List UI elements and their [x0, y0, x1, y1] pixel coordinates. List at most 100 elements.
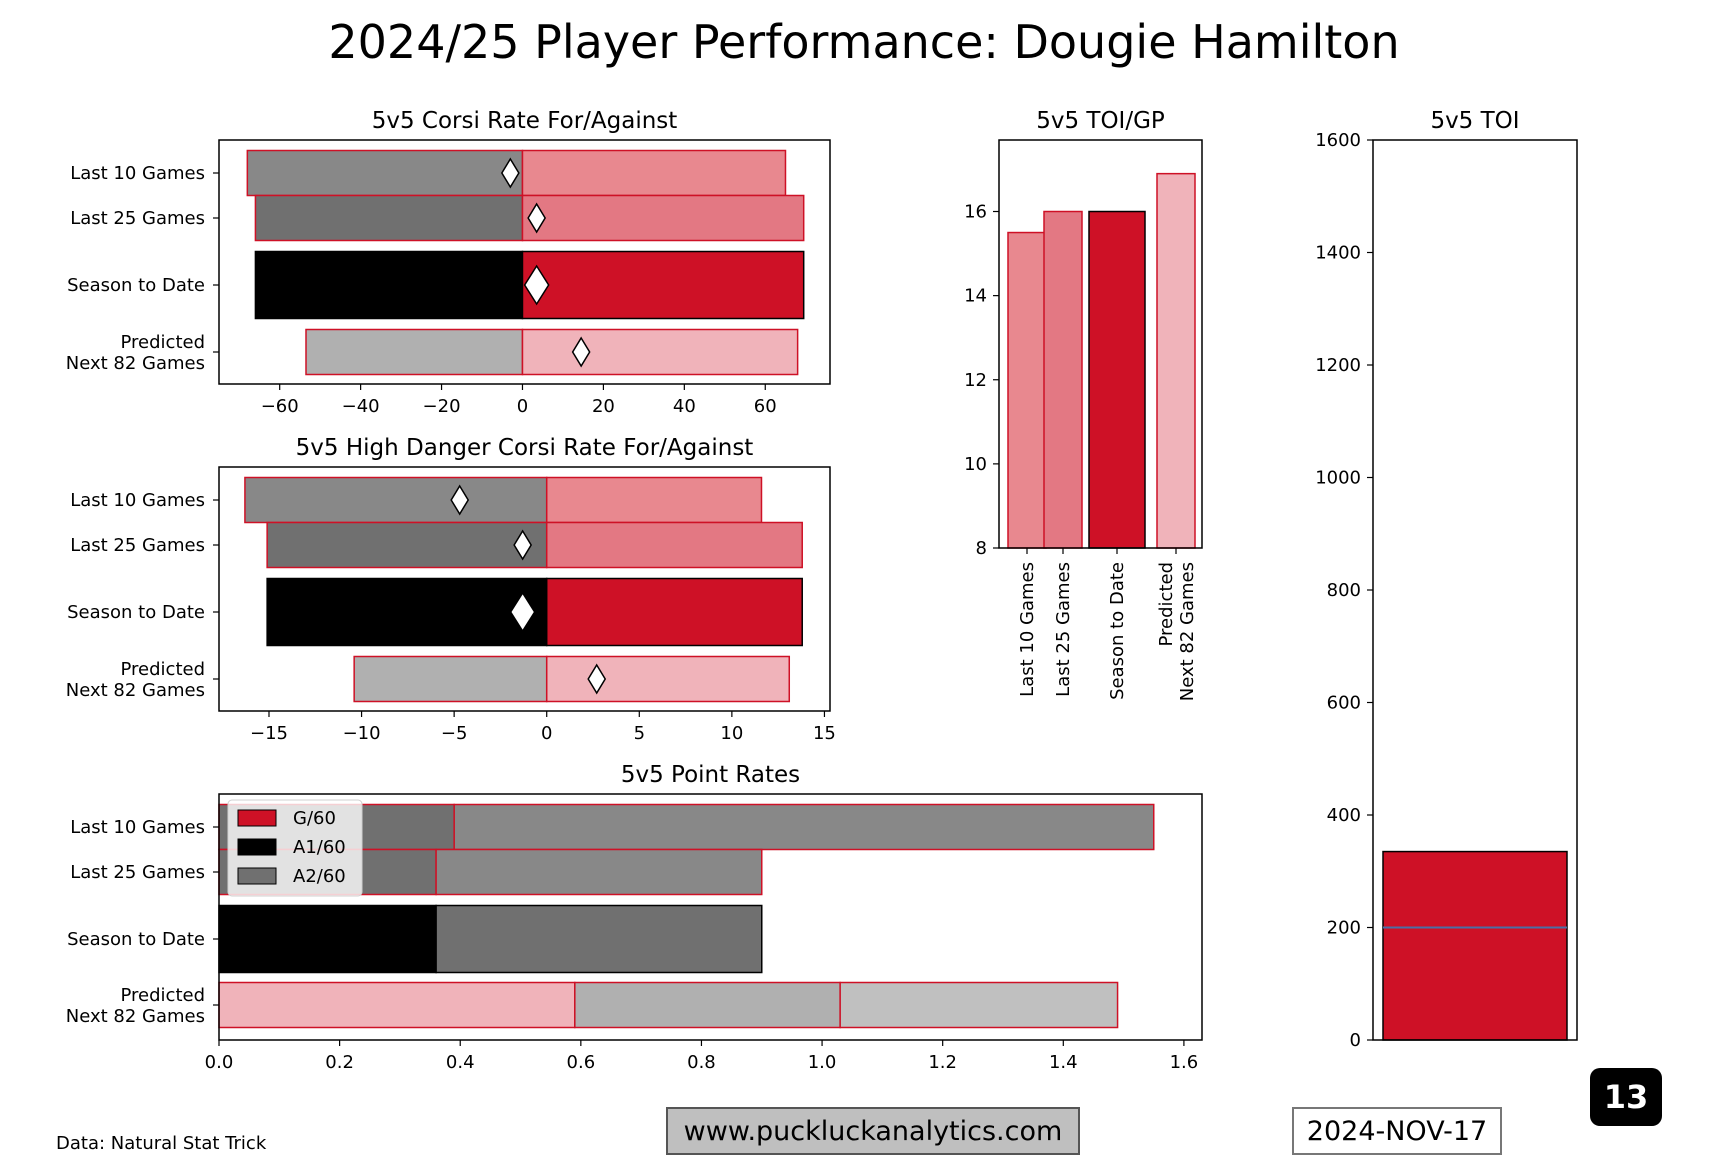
xtick-label-0: 0.0: [205, 1052, 234, 1073]
category-label-0: Last 10 Games: [1017, 562, 1038, 697]
legend: G/60 A1/60 A2/60: [227, 799, 363, 897]
bar-seg-2-2: [435, 904, 763, 974]
date-label: 2024-NOV-17: [1292, 1107, 1502, 1155]
xtick-label-5: 40: [673, 396, 696, 417]
axes-frame-corsi: [218, 139, 831, 385]
bar-toi: [1382, 850, 1568, 1041]
bar-against-0: [246, 149, 524, 197]
category-label-0: Last 10 Games: [70, 490, 205, 511]
legend-label-0: G/60: [293, 808, 336, 829]
chart-toigp: 5v5 TOI/GP Last 10 Games Last 25 Games Seas…: [964, 108, 1203, 701]
net-marker-3: [571, 336, 591, 368]
category-label-3: Predicted: [121, 332, 206, 353]
ytick-label-2: 12: [964, 370, 987, 391]
legend-swatch-2: [237, 867, 277, 885]
bar-toigp-3: [1156, 172, 1196, 549]
bar-against-1: [266, 521, 548, 569]
category-label-1: Last 25 Games: [70, 535, 205, 556]
category-label-3-line2: Next 82 Games: [66, 353, 205, 374]
figure-title: 2024/25 Player Performance: Dougie Hamil…: [328, 15, 1399, 69]
chart-title-points: 5v5 Point Rates: [621, 762, 800, 788]
category-label-2: Season to Date: [67, 602, 205, 623]
bar-seg-1-3: [435, 848, 763, 896]
chart-title-toi: 5v5 TOI: [1430, 108, 1519, 134]
bar-for-1: [545, 521, 803, 569]
net-marker-1: [513, 529, 533, 561]
ytick-label-2: 400: [1327, 805, 1361, 826]
xtick-label-6: 1.2: [928, 1052, 957, 1073]
ytick-label-4: 800: [1327, 580, 1361, 601]
category-label-3: Predicted: [1156, 562, 1177, 647]
page-number-badge: 13: [1590, 1068, 1662, 1126]
ytick-label-7: 1400: [1315, 243, 1361, 264]
ytick-label-0: 0: [1350, 1030, 1361, 1051]
ytick-label-5: 1000: [1315, 468, 1361, 489]
net-marker-2: [523, 264, 550, 306]
net-marker-0: [450, 484, 470, 516]
xtick-label-3: 0: [517, 396, 528, 417]
bar-for-0: [521, 149, 787, 197]
bar-against-1: [254, 194, 524, 242]
legend-label-2: A2/60: [293, 866, 346, 887]
bar-for-0: [545, 476, 763, 524]
category-label-0: Last 10 Games: [70, 163, 205, 184]
ytick-label-3: 600: [1327, 693, 1361, 714]
xtick-label-0: −15: [250, 723, 288, 744]
legend-label-1: A1/60: [293, 837, 346, 858]
ytick-label-1: 200: [1327, 918, 1361, 939]
xtick-label-1: −10: [343, 723, 381, 744]
xtick-label-3: 0.6: [567, 1052, 596, 1073]
website-link[interactable]: www.puckluckanalytics.com: [666, 1107, 1080, 1155]
xtick-label-0: −60: [261, 396, 299, 417]
bar-for-1: [521, 194, 805, 242]
charts-layer: 5v5 Corsi Rate For/Against Last 10 Games L…: [66, 108, 1578, 1073]
xtick-label-6: 60: [754, 396, 777, 417]
bar-against-0: [244, 476, 548, 524]
xtick-label-1: 0.2: [325, 1052, 354, 1073]
axes-frame-toigp: [998, 139, 1203, 549]
category-label-1: Last 25 Games: [70, 862, 205, 883]
bar-seg-2-1: [218, 904, 437, 974]
xtick-label-8: 1.6: [1170, 1052, 1199, 1073]
xtick-label-4: 0.8: [687, 1052, 716, 1073]
xtick-label-4: 5: [634, 723, 645, 744]
xtick-label-3: 0: [541, 723, 552, 744]
bar-toigp-2: [1088, 210, 1146, 549]
chart-toi: 5v5 TOI 0 200 400 600 800 1000 1200 1400 1600: [1315, 108, 1578, 1051]
chart-hdcorsi: 5v5 High Danger Corsi Rate For/Against La…: [66, 435, 836, 744]
ytick-label-0: 8: [976, 538, 987, 559]
bar-against-2: [254, 250, 524, 320]
chart-title-toigp: 5v5 TOI/GP: [1036, 108, 1165, 134]
xtick-label-1: −40: [342, 396, 380, 417]
category-label-1: Last 25 Games: [70, 208, 205, 229]
category-label-0: Last 10 Games: [70, 817, 205, 838]
category-label-3-line2: Next 82 Games: [1177, 562, 1198, 701]
axes-frame-points: [218, 793, 1203, 1041]
ytick-label-1: 10: [964, 454, 987, 475]
legend-swatch-0: [237, 809, 277, 827]
xtick-label-6: 15: [813, 723, 836, 744]
net-marker-1: [527, 202, 547, 234]
category-label-3: Predicted: [121, 985, 206, 1006]
bar-seg-3-1: [574, 981, 841, 1029]
xtick-label-4: 20: [592, 396, 615, 417]
ytick-label-4: 16: [964, 202, 987, 223]
bar-for-3: [521, 328, 799, 376]
category-label-2: Season to Date: [67, 929, 205, 950]
chart-title-corsi: 5v5 Corsi Rate For/Against: [372, 108, 678, 134]
category-label-3: Predicted: [121, 659, 206, 680]
net-marker-2: [509, 591, 536, 633]
category-label-3-line2: Next 82 Games: [66, 680, 205, 701]
xtick-label-2: −20: [423, 396, 461, 417]
axes-frame-hdcorsi: [218, 466, 831, 712]
xtick-label-2: −5: [441, 723, 468, 744]
bar-against-3: [305, 328, 524, 376]
xtick-label-2: 0.4: [446, 1052, 475, 1073]
category-label-2: Season to Date: [67, 275, 205, 296]
chart-title-hdcorsi: 5v5 High Danger Corsi Rate For/Against: [296, 435, 754, 461]
net-marker-0: [500, 157, 520, 189]
net-marker-3: [587, 663, 607, 695]
ytick-label-6: 1200: [1315, 355, 1361, 376]
bar-for-2: [545, 577, 803, 647]
